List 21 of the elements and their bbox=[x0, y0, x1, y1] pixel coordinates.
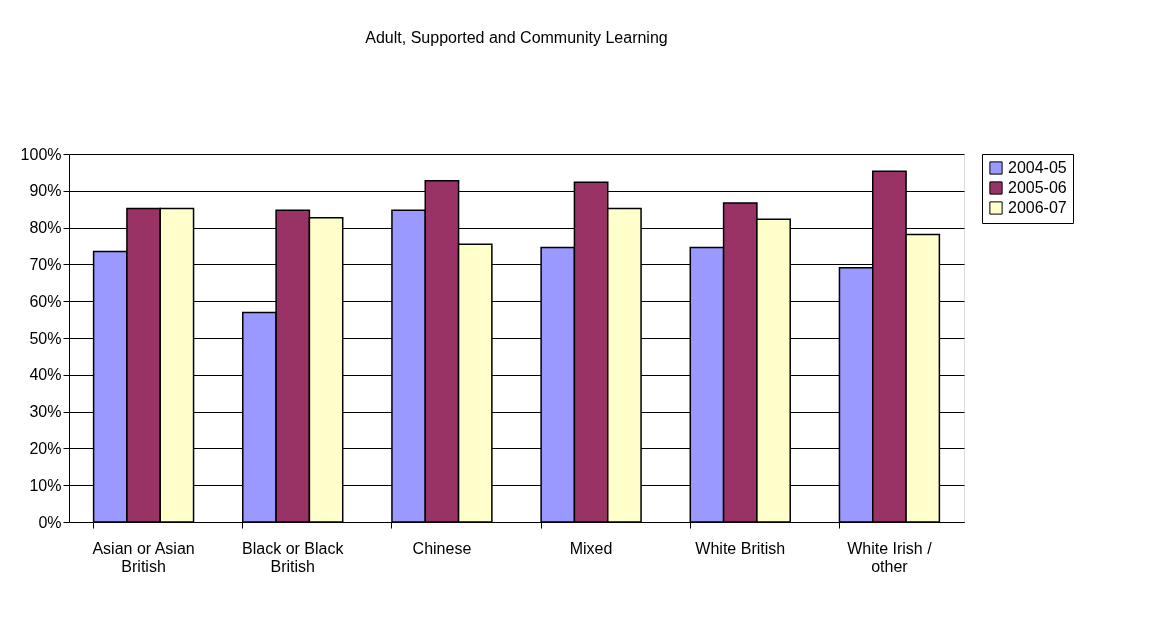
y-tick-label: 80% bbox=[29, 219, 62, 237]
legend-label: 2006-07 bbox=[1008, 199, 1067, 216]
x-tick-label: Chinese bbox=[412, 539, 472, 557]
y-tick-label: 30% bbox=[29, 403, 62, 421]
x-tick-label: Mixed bbox=[569, 539, 613, 557]
x-tick-label: Asian or Asian British bbox=[92, 539, 195, 575]
x-tick-label: Black or Black British bbox=[242, 539, 345, 575]
x-tick-label: White Irish / other bbox=[847, 539, 933, 575]
x-tick-label: White British bbox=[695, 539, 786, 557]
y-tick-label: 10% bbox=[29, 476, 62, 494]
y-tick-label: 0% bbox=[38, 513, 62, 531]
y-tick-label: 60% bbox=[29, 292, 62, 310]
y-tick-label: 20% bbox=[29, 439, 62, 457]
y-tick-label: 70% bbox=[29, 255, 62, 273]
y-tick-label: 50% bbox=[29, 329, 62, 347]
legend-label: 2004-05 bbox=[1008, 159, 1067, 176]
y-tick-label: 40% bbox=[29, 366, 62, 384]
legend-label: 2005-06 bbox=[1008, 179, 1067, 196]
chart-title: Adult, Supported and Community Learning bbox=[365, 29, 668, 46]
y-tick-label: 100% bbox=[20, 145, 62, 163]
y-tick-label: 90% bbox=[29, 182, 62, 200]
